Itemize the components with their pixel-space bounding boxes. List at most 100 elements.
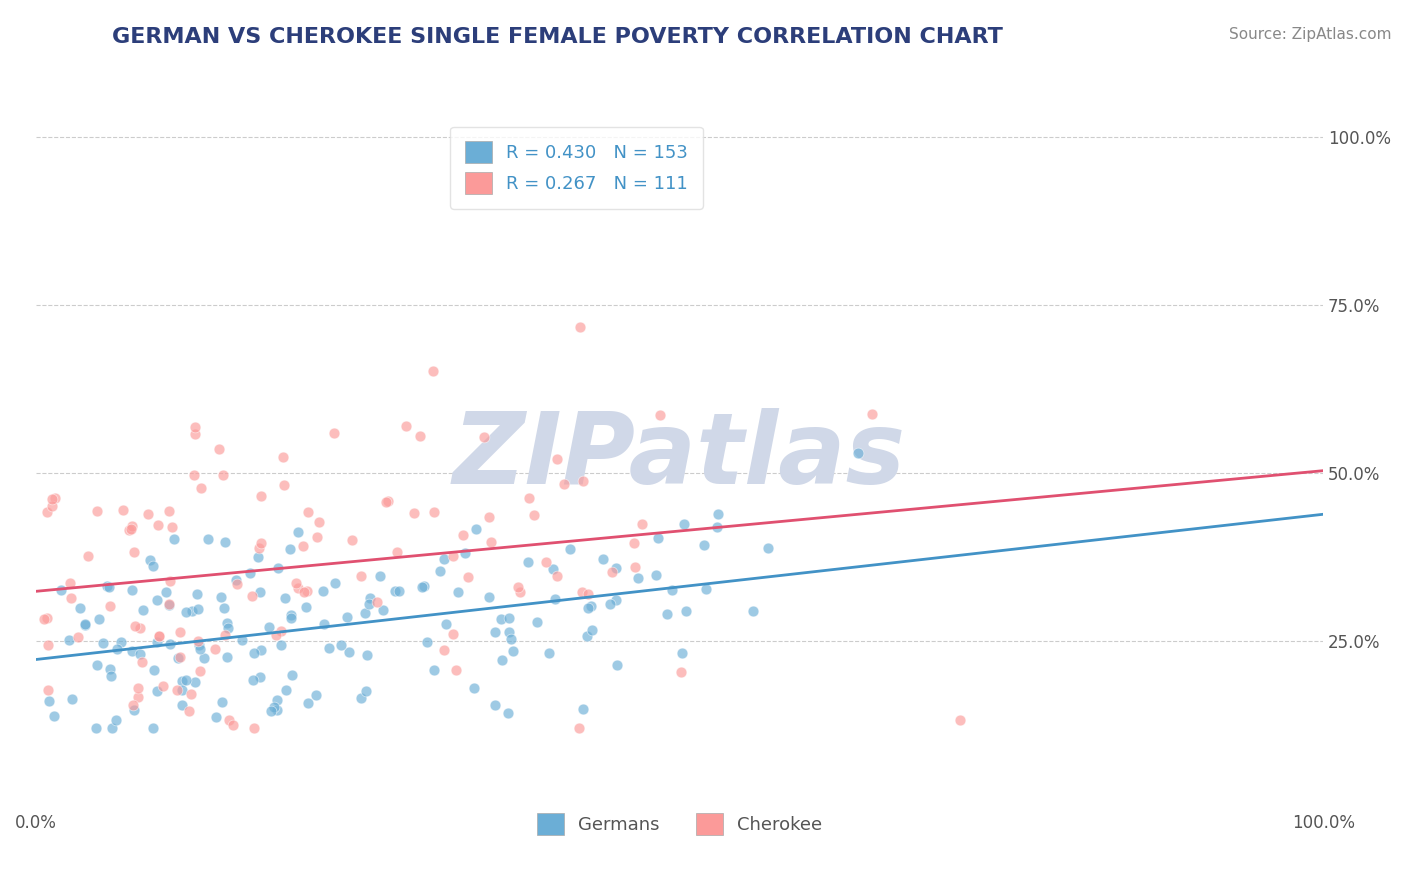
Point: [408, 428, 430, 442]
Point: [423, 505, 446, 519]
Point: [472, 430, 495, 444]
Point: [423, 664, 446, 678]
Point: [623, 536, 645, 550]
Point: [190, 481, 212, 495]
Point: [87, 612, 110, 626]
Point: [337, 645, 360, 659]
Point: [264, 628, 287, 642]
Point: [60, 692, 83, 706]
Point: [128, 647, 150, 661]
Point: [340, 533, 363, 547]
Point: [605, 561, 627, 575]
Point: [86, 504, 108, 518]
Point: [336, 609, 359, 624]
Point: [413, 579, 436, 593]
Point: [356, 648, 378, 663]
Point: [131, 655, 153, 669]
Point: [695, 582, 717, 596]
Point: [267, 561, 290, 575]
Point: [177, 704, 200, 718]
Point: [76, 549, 98, 563]
Point: [506, 580, 529, 594]
Point: [122, 698, 145, 712]
Point: [416, 634, 439, 648]
Point: [669, 665, 692, 679]
Point: [204, 641, 226, 656]
Point: [599, 597, 621, 611]
Point: [242, 673, 264, 688]
Point: [523, 508, 546, 522]
Point: [212, 467, 235, 482]
Point: [949, 713, 972, 727]
Point: [305, 688, 328, 702]
Point: [606, 658, 628, 673]
Point: [484, 698, 506, 712]
Point: [121, 644, 143, 658]
Point: [388, 583, 411, 598]
Point: [741, 604, 763, 618]
Point: [422, 364, 444, 378]
Point: [292, 539, 315, 553]
Point: [655, 607, 678, 622]
Point: [366, 595, 388, 609]
Point: [214, 628, 236, 642]
Point: [280, 608, 302, 623]
Point: [706, 520, 728, 534]
Point: [270, 624, 292, 638]
Point: [124, 704, 146, 718]
Point: [544, 591, 567, 606]
Point: [152, 680, 174, 694]
Point: [377, 493, 399, 508]
Point: [605, 592, 627, 607]
Point: [145, 593, 167, 607]
Point: [568, 722, 591, 736]
Point: [572, 702, 595, 716]
Point: [368, 568, 391, 582]
Text: ZIPatlas: ZIPatlas: [453, 408, 905, 505]
Point: [592, 552, 614, 566]
Point: [661, 583, 683, 598]
Point: [578, 600, 600, 615]
Point: [157, 598, 180, 612]
Point: [502, 644, 524, 658]
Point: [204, 710, 226, 724]
Point: [218, 714, 240, 728]
Point: [169, 624, 191, 639]
Point: [463, 681, 485, 695]
Point: [132, 603, 155, 617]
Point: [354, 684, 377, 698]
Point: [225, 573, 247, 587]
Point: [374, 495, 396, 509]
Point: [101, 722, 124, 736]
Point: [451, 528, 474, 542]
Point: [496, 706, 519, 720]
Point: [41, 491, 63, 506]
Point: [157, 597, 180, 611]
Point: [37, 638, 59, 652]
Point: [86, 658, 108, 673]
Point: [215, 615, 238, 630]
Point: [385, 545, 408, 559]
Point: [273, 477, 295, 491]
Point: [127, 690, 149, 704]
Point: [441, 549, 464, 563]
Point: [287, 582, 309, 596]
Point: [174, 673, 197, 687]
Point: [692, 538, 714, 552]
Point: [163, 532, 186, 546]
Point: [433, 552, 456, 566]
Point: [330, 638, 353, 652]
Point: [292, 585, 315, 599]
Point: [498, 625, 520, 640]
Point: [124, 545, 146, 559]
Point: [69, 600, 91, 615]
Point: [142, 722, 165, 736]
Point: [491, 653, 513, 667]
Point: [571, 585, 593, 599]
Point: [576, 587, 599, 601]
Point: [159, 574, 181, 588]
Point: [457, 570, 479, 584]
Point: [208, 442, 231, 457]
Point: [263, 700, 285, 714]
Point: [624, 560, 647, 574]
